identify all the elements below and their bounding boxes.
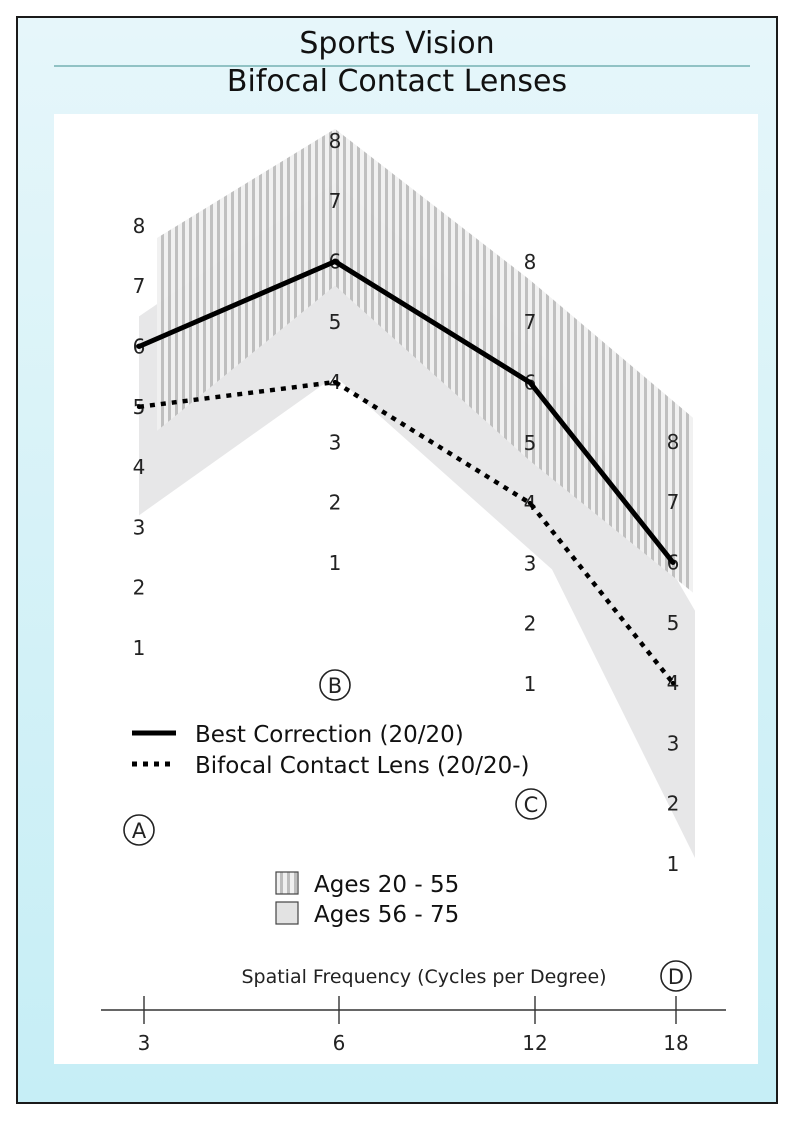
legend: Best Correction (20/20) Bifocal Contact L…	[132, 722, 530, 928]
chart-title: Sports Vision	[299, 26, 495, 61]
legend-label-band: Ages 56 - 75	[314, 902, 459, 928]
x-axis: 3 6 12 18 Spatial Frequency (Cycles per Degr…	[101, 966, 726, 1055]
data-point	[670, 680, 676, 686]
x-axis-title: Spatial Frequency (Cycles per Degree)	[241, 966, 606, 988]
x-tick-label: 18	[663, 1031, 688, 1055]
data-point	[136, 344, 142, 349]
series-lines	[136, 259, 676, 686]
column-markers: A B C D	[123, 669, 692, 992]
scale-label-col0: 3	[133, 515, 146, 539]
scale-label-col0: 2	[133, 576, 146, 600]
scale-label-col2: 8	[524, 250, 537, 274]
scale-label-col2: 7	[524, 310, 537, 334]
legend-label-band: Ages 20 - 55	[314, 872, 459, 898]
scale-label-col0: 1	[133, 636, 146, 660]
x-tick-label: 3	[138, 1031, 151, 1055]
column-marker: B	[328, 674, 342, 698]
series-line-0	[138, 259, 675, 565]
marker-ring	[660, 960, 692, 992]
chart-subtitle: Bifocal Contact Lenses	[226, 64, 568, 99]
scale-label-col3: 1	[667, 852, 680, 876]
data-point	[332, 259, 338, 264]
data-point	[670, 560, 676, 565]
scale-label-col0: 8	[133, 214, 146, 238]
series-line-1	[138, 379, 675, 685]
data-point	[527, 380, 533, 385]
band-1	[139, 183, 695, 858]
data-point	[136, 404, 142, 409]
marker-ring	[319, 669, 351, 701]
data-point	[527, 500, 533, 506]
scale-label-col0: 7	[133, 274, 146, 298]
column-marker: D	[668, 965, 684, 989]
data-point	[332, 379, 338, 385]
scale-label-col3: 2	[667, 792, 680, 816]
scale-label-col2: 5	[524, 431, 537, 455]
x-tick-label: 12	[522, 1031, 547, 1055]
scale-label-col1: 5	[329, 310, 342, 334]
x-tick-label: 6	[333, 1031, 346, 1055]
legend-label-series: Best Correction (20/20)	[195, 722, 464, 748]
scale-label-col3: 7	[667, 490, 680, 514]
scale-label-col1: 7	[329, 189, 342, 213]
scale-label-col0: 4	[133, 455, 146, 479]
scale-label-col2: 2	[524, 612, 537, 636]
scale-label-col3: 5	[667, 611, 680, 635]
legend-swatch-band	[275, 901, 299, 925]
marker-ring	[515, 788, 547, 820]
scale-label-col1: 8	[329, 129, 342, 153]
legend-swatch-band	[275, 871, 299, 895]
scale-label-col3: 3	[667, 731, 680, 755]
column-scales: 12345678123456781234567812345678	[133, 129, 680, 876]
scale-label-col2: 1	[524, 672, 537, 696]
scale-label-col1: 2	[329, 491, 342, 515]
scale-label-col1: 3	[329, 430, 342, 454]
age-bands	[139, 128, 695, 858]
column-marker: A	[132, 819, 147, 843]
marker-ring	[123, 814, 155, 846]
scale-label-col3: 8	[667, 430, 680, 454]
scale-label-col2: 3	[524, 551, 537, 575]
band-0	[157, 128, 693, 593]
scale-label-col1: 1	[329, 551, 342, 575]
column-marker: C	[524, 793, 539, 817]
legend-label-series: Bifocal Contact Lens (20/20-)	[195, 753, 530, 779]
